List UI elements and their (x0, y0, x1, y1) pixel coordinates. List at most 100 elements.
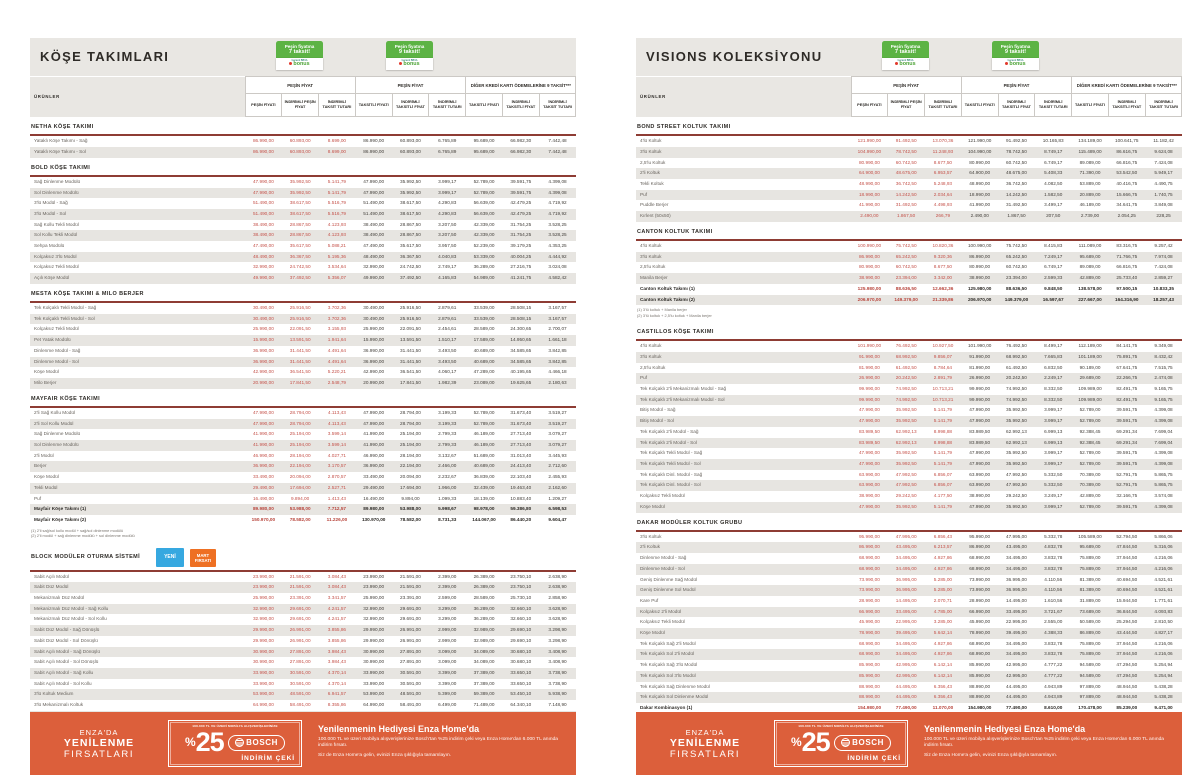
price-value: 75.889,00 (1079, 640, 1101, 646)
table-row: Dinlenme Modül - Sağ 36.990,00 31.441,50 4.… (30, 346, 576, 357)
price-value: 59.386,80 (502, 504, 540, 515)
table-row: Tek Kolçaklı Tekli Modül - Sağ 30.490,00 2… (30, 303, 576, 314)
bonus-logo: Garanti BBVA bonus (386, 57, 433, 70)
price-value: 121.990,00 (967, 138, 992, 144)
price-value: 2.054,25 (1108, 211, 1146, 222)
products-column-header: ÜRÜNLER (636, 76, 851, 117)
price-value: 78.582,00 (400, 516, 421, 522)
price-value: 6.999,13 (1044, 428, 1063, 434)
price-value: 4.370,14 (327, 680, 347, 686)
price-value: 25.194,00 (289, 431, 311, 437)
price-value: 5.141,79 (924, 501, 962, 513)
product-label: Mekanizmalı Düz Modül - Sol Kollu (34, 616, 107, 622)
col-sub-header: İNDİRİMLİ TAKSİTLİ FİYAT (391, 93, 430, 117)
price-value: 1.740,75 (1145, 189, 1182, 201)
product-label: 3'lü Koltuk (636, 146, 851, 158)
price-value: 24.742,50 (289, 264, 311, 270)
price-value: 4.399,08 (1145, 416, 1182, 427)
price-value: 47.990,00 (363, 178, 385, 184)
section-notes: (1) 3'lü koltuk + Manila berjer (2) 3'lü … (636, 305, 1182, 323)
price-value: 4.388,33 (1034, 628, 1072, 639)
price-value: 52.239,00 (473, 243, 495, 249)
product-label: Sabit Düz Modül - Sol Dönüşlü (34, 637, 98, 643)
section-header: CASTILLOS KÖŞE TAKIMI (636, 322, 1182, 342)
price-value: 3.721,67 (1034, 606, 1072, 618)
price-value: 47.990,00 (969, 407, 991, 413)
price-value: 29.490,00 (355, 482, 393, 494)
price-value: 5.998,67 (428, 504, 466, 515)
price-value: 4.927,86 (924, 649, 962, 661)
price-value: 78.742,50 (998, 146, 1035, 158)
price-value: 35.992,50 (392, 187, 429, 199)
price-value: 3.738,90 (548, 680, 567, 686)
price-value: 3.199,33 (428, 418, 466, 430)
price-value: 10.820,36 (932, 243, 954, 249)
price-value: 1.982,39 (428, 377, 466, 389)
price-value: 8.784,64 (933, 364, 953, 370)
section-header-row: CANTON KOLTUK TAKIMI (636, 221, 1182, 242)
table-row: Dinlenme Modül - Sol 68.990,00 34.495,00 4.… (636, 563, 1182, 575)
price-value: 99.990,00 (961, 394, 999, 406)
price-value: 82.491,75 (1116, 386, 1138, 392)
price-value: 43.444,50 (1108, 628, 1146, 639)
price-value: 88.990,00 (858, 683, 880, 689)
price-value: 47.294,50 (1108, 670, 1146, 682)
price-value: 2.548,79 (318, 377, 356, 389)
product-label: 2,5'lu Koltuk (640, 264, 666, 270)
price-value: 81.389,00 (1071, 585, 1109, 596)
price-table: ÜRÜNLER PEŞİN FİYAT PEŞİN FİYAT DİĞER KR… (30, 76, 577, 737)
product-label: Yataklı Köşe Takımı - Sol (30, 146, 245, 158)
price-value: 78.990,00 (851, 628, 888, 639)
product-label: Köşe Modül (636, 501, 851, 513)
product-label: Kolçaksız 2'li Modül (636, 606, 851, 618)
price-value: 4.123,93 (318, 230, 356, 242)
price-value: 85.990,00 (961, 670, 999, 682)
price-value: 1.966,00 (428, 482, 466, 494)
price-value: 4.123,93 (327, 221, 347, 227)
price-value: 3.155,93 (327, 326, 347, 332)
price-value: 27.891,00 (392, 646, 429, 658)
price-value: 105.589,00 (1078, 533, 1102, 539)
price-value: 22.091,50 (289, 326, 311, 332)
price-value: 78.990,00 (961, 628, 999, 639)
price-value: 34.641,75 (1116, 202, 1138, 208)
price-value: 6.749,17 (1044, 264, 1063, 270)
price-value: 3.299,00 (428, 603, 466, 615)
price-value: 4.216,06 (1145, 563, 1182, 575)
product-label: Sehpa Modülü (34, 243, 65, 249)
price-value: 36.742,50 (895, 181, 917, 187)
price-value: 20.990,00 (245, 377, 282, 389)
price-value: 4.491,64 (327, 347, 347, 353)
price-value: 47.990,00 (851, 459, 888, 470)
table-row: 2'li Koltuk 64.900,00 48.675,00 6.953,57 64.… (636, 168, 1182, 180)
product-label: Puf (636, 189, 851, 201)
product-label: Tekli Koltuk (640, 181, 664, 187)
section-header: BOLD KÖŞE TAKIMI (30, 157, 576, 177)
price-value: 14.950,65 (502, 335, 540, 346)
tag-mart: MART FIRSATI (189, 548, 217, 567)
price-value: 6.499,00 (438, 702, 457, 708)
price-value: 5.332,78 (1044, 533, 1063, 539)
price-value: 64.990,00 (363, 702, 385, 708)
product-label: Manila Berjer (636, 273, 851, 284)
price-value: 5.254,94 (1145, 670, 1182, 682)
product-label: Tek Kolçaklı 2'li Modül - Sağ (640, 428, 699, 434)
price-value: 42.339,00 (465, 230, 503, 242)
price-value: 23.394,00 (887, 273, 925, 284)
price-value: 27.891,00 (400, 659, 421, 665)
price-value: 53.990,00 (245, 689, 282, 701)
price-value: 3.519,27 (548, 409, 567, 415)
price-value: 85.990,00 (858, 662, 880, 668)
product-label: Milo Berjer (30, 377, 245, 389)
price-value: 85.239,00 (1116, 704, 1138, 710)
price-value: 4.290,83 (438, 200, 457, 206)
section-header-inner: CASTILLOS KÖŞE TAKIMI (636, 328, 1182, 342)
price-value: 28.794,00 (281, 418, 319, 430)
table-row: Geniş Dinlenme Sol Modül 73.990,00 36.995,… (636, 585, 1182, 596)
price-value: 2.034,64 (924, 189, 962, 201)
price-value: 4.399,08 (1145, 501, 1182, 513)
price-value: 3.342,00 (924, 273, 962, 284)
price-value: 154.980,00 (967, 704, 992, 710)
price-value: 2.455,93 (548, 474, 567, 480)
price-value: 41.241,75 (502, 273, 540, 284)
